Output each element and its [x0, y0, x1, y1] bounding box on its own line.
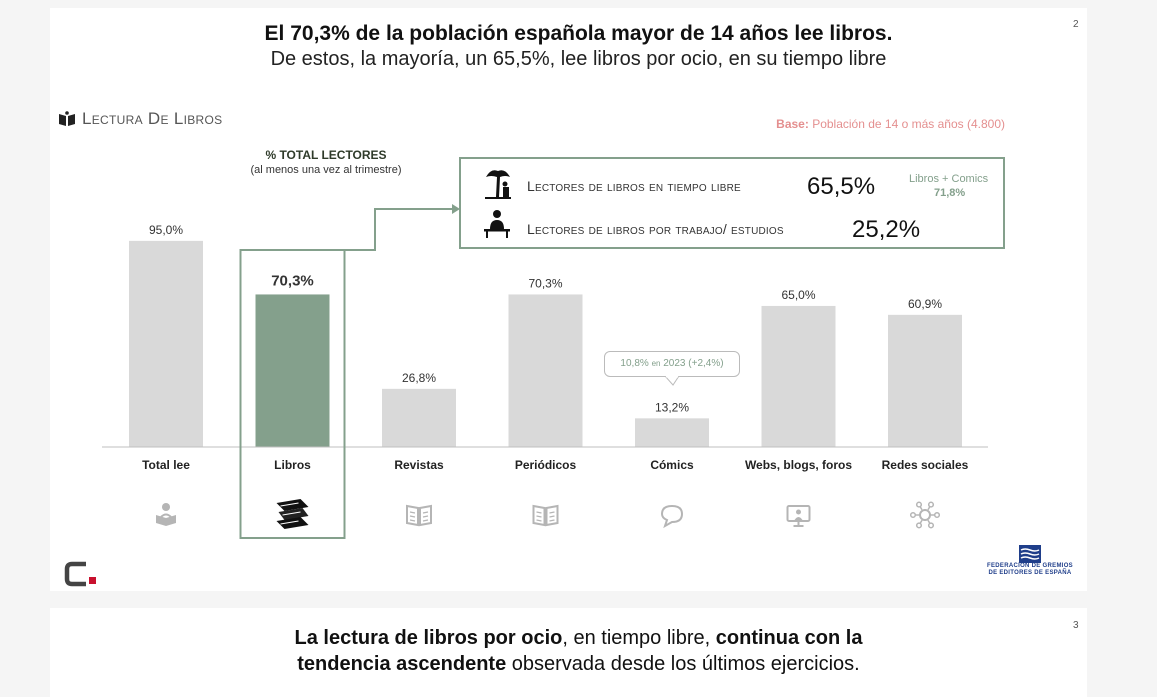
bar-6: [888, 314, 962, 447]
books-stack-icon: [276, 499, 309, 529]
base-note: Base: Población de 14 o más años (4.800): [776, 117, 1005, 131]
headline: El 70,3% de la población española mayor …: [264, 22, 893, 45]
network-icon: [909, 501, 941, 529]
bar-chart: 95,0% Total lee 70,3% Libros 26,8% Revistas 70…: [102, 204, 988, 539]
comics-2023-word: en: [651, 359, 661, 368]
reader-icon: [156, 503, 176, 526]
federation-emblem-icon: [1019, 545, 1041, 563]
work-study-readers-value: 25,2%: [852, 216, 921, 243]
work-study-readers-label: Lectores de libros por trabajo/ estudios: [527, 221, 784, 237]
bar-1: [255, 294, 330, 447]
total-readers-title: % TOTAL LECTORES: [265, 148, 387, 162]
federation-name: FEDERACIÓN DE GREMIOS DE EDITORES DE ESP…: [985, 563, 1075, 577]
total-readers-subtitle: (al menos una vez al trimestre): [250, 164, 402, 176]
leisure-readers-label: Lectores de libros en tiempo libre: [527, 178, 741, 194]
books-comics-value: 71,8%: [934, 187, 966, 199]
next-slide-headline: La lectura de libros por ocio, en tiempo…: [0, 625, 1157, 677]
category-label-3: Periódicos: [515, 458, 577, 472]
base-text: Población de 14 o más años (4.800): [812, 117, 1005, 131]
leisure-readers-value: 65,5%: [807, 173, 876, 200]
subheadline: De estos, la mayoría, un 65,5%, lee libr…: [270, 48, 887, 70]
desk-reader-icon: [484, 210, 510, 238]
value-label-0: 95,0%: [149, 223, 183, 237]
federation-line-2: DE EDITORES DE ESPAÑA: [988, 570, 1072, 576]
comics-2023-rest: 2023 (+2,4%): [663, 358, 724, 369]
category-label-1: Libros: [274, 458, 311, 472]
connector-arrow: [452, 204, 460, 214]
category-label-2: Revistas: [394, 458, 444, 472]
page-number-3: 3: [1073, 620, 1079, 631]
category-label-5: Webs, blogs, foros: [745, 458, 852, 472]
value-label-5: 65,0%: [781, 288, 815, 302]
highlight-box: [239, 249, 346, 539]
page-number-2: 2: [1073, 19, 1079, 30]
chart-panel: Lectura De Libros Base: Población de 14 …: [50, 93, 1087, 591]
bar-3: [508, 294, 583, 447]
h3-bold-2: continua con la: [715, 627, 863, 649]
magazine-icon: [406, 504, 432, 527]
h3-normal-2: observada desde los últimos ejercicios.: [506, 653, 860, 675]
bar-5: [761, 305, 836, 447]
reader-breakdown-box: Lectores de libros en tiempo libre 65,5%…: [459, 157, 1005, 249]
federation-line-1: FEDERACIÓN DE GREMIOS: [987, 563, 1073, 569]
section-title: Lectura De Libros: [82, 109, 223, 128]
value-label-1: 70,3%: [271, 272, 314, 289]
h3-bold-1: La lectura de libros por ocio: [294, 627, 563, 649]
books-comics-label: Libros + Comics: [909, 173, 989, 185]
category-label-4: Cómics: [650, 458, 694, 472]
value-label-6: 60,9%: [908, 297, 942, 311]
bar-2: [382, 388, 456, 447]
speech-bubble-icon: [660, 504, 684, 529]
h3-normal-1: , en tiempo libre,: [562, 627, 716, 649]
tree-reader-icon: [485, 170, 511, 199]
monitor-icon: [786, 505, 811, 527]
bar-4: [635, 418, 709, 447]
comics-2023-value: 10,8%: [620, 358, 649, 369]
value-label-2: 26,8%: [402, 371, 436, 385]
h3-bold-3: tendencia ascendente: [297, 653, 507, 675]
value-label-3: 70,3%: [528, 276, 562, 290]
slide-2: [50, 608, 1087, 697]
c-logo: [64, 561, 96, 587]
base-label: Base:: [776, 117, 809, 131]
comics-2023-bubble: 10,8% en 2023 (+2,4%): [604, 351, 740, 377]
category-label-6: Redes sociales: [882, 458, 969, 472]
value-label-4: 13,2%: [655, 400, 689, 414]
connector-line: [344, 208, 452, 251]
bar-0: [129, 240, 203, 447]
category-label-0: Total lee: [142, 458, 190, 472]
federation-logo: FEDERACIÓN DE GREMIOS DE EDITORES DE ESP…: [985, 545, 1075, 577]
open-book-icon: [59, 111, 75, 126]
bubble-tail: [665, 376, 680, 386]
newspaper-icon: [532, 504, 559, 527]
